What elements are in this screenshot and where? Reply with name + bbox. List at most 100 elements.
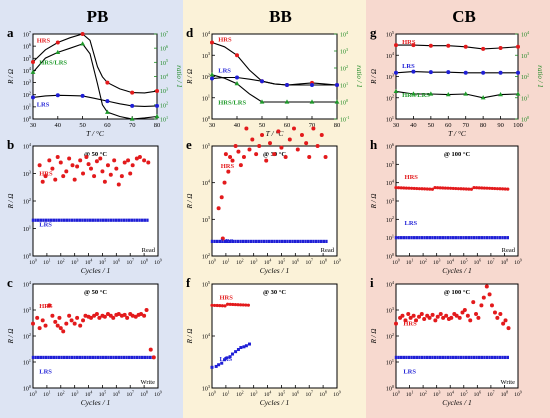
hrs-point: [287, 137, 292, 142]
lrs-point: [441, 236, 444, 240]
lrs-point: [70, 355, 74, 360]
lrs-point: [44, 218, 48, 222]
x-tick-label: 106: [474, 259, 482, 266]
hrs-point: [487, 292, 492, 297]
hrs-point: [467, 187, 471, 191]
data-point: [284, 99, 290, 104]
lrs-point: [133, 218, 136, 222]
y-axis-label: R / Ω: [7, 194, 15, 210]
lrs-point: [89, 355, 92, 360]
lrs-point: [441, 355, 444, 360]
lrs-point: [488, 236, 491, 240]
x-tick-label: 30: [209, 122, 216, 129]
hrs-point: [456, 187, 460, 191]
x-axis-label: T / °C: [448, 129, 467, 138]
x-tick-label: 102: [57, 391, 65, 398]
hrs-point: [226, 169, 231, 174]
lrs-point: [273, 239, 276, 244]
hrs-point: [116, 312, 121, 317]
data-point: [445, 92, 451, 97]
lrs-point: [281, 239, 284, 244]
data-point: [210, 76, 214, 81]
hrs-point: [236, 149, 241, 154]
panel-letter: a: [7, 25, 14, 40]
data-point: [428, 43, 433, 48]
lrs-point: [397, 236, 400, 240]
lrs-point: [89, 218, 92, 222]
y-axis-label: R / Ω: [186, 329, 194, 345]
series-line-hrs-lrs: [395, 90, 519, 99]
lrs-point: [278, 239, 281, 244]
hrs-point: [506, 187, 510, 191]
hrs-point: [223, 304, 227, 308]
hrs-point: [412, 186, 416, 191]
hrs-point: [31, 321, 35, 326]
lrs-point: [63, 355, 66, 360]
lrs-point: [65, 218, 68, 222]
y-tick-label: 105: [23, 54, 31, 63]
x-tick-label: 107: [306, 391, 314, 398]
lrs-point: [252, 239, 255, 244]
hrs-point: [220, 304, 224, 308]
hrs-point: [89, 166, 94, 171]
hrs-point: [468, 318, 473, 323]
hrs-point: [449, 186, 453, 190]
lrs-point: [91, 355, 94, 360]
lrs-point: [457, 236, 460, 240]
lrs-point: [493, 355, 496, 360]
series-label-lrs: LRS: [39, 221, 52, 228]
x-tick-label: 100: [392, 259, 400, 266]
panel-a: a 100 101 102 103 104 105 106 107 R / Ω 30 40 50 60 70…: [7, 25, 183, 138]
data-point: [394, 70, 398, 75]
data-point: [394, 43, 398, 48]
data-point: [210, 40, 214, 45]
lrs-point: [462, 236, 465, 240]
hrs-point: [37, 326, 42, 331]
hrs-point: [472, 185, 476, 190]
lrs-point: [218, 239, 221, 244]
lrs-point: [465, 236, 468, 240]
lrs-point: [138, 218, 141, 222]
x-tick-label: 104: [85, 259, 93, 266]
data-point: [428, 70, 433, 75]
lrs-point: [320, 239, 323, 244]
data-point: [105, 99, 110, 104]
x-tick-label: 60: [284, 122, 291, 129]
data-point: [498, 45, 503, 50]
lrs-point: [55, 355, 58, 360]
x-tick-label: 104: [264, 391, 272, 398]
series-line-lrs: [32, 94, 158, 107]
x-tick-label: 104: [85, 391, 93, 398]
panel-letter: h: [370, 137, 378, 152]
x-tick-label: 50: [79, 122, 86, 129]
lrs-point: [239, 346, 243, 350]
hrs-point: [419, 312, 424, 317]
y2-tick-label: 103: [160, 86, 168, 95]
hrs-point: [430, 312, 435, 317]
data-point: [516, 70, 520, 75]
series-line-hrs: [396, 44, 519, 50]
hrs-point: [55, 323, 60, 328]
hrs-point: [58, 160, 63, 165]
hrs-point: [268, 141, 273, 146]
x-tick-label: 105: [278, 259, 286, 266]
lrs-point: [76, 218, 79, 222]
hrs-point: [420, 187, 424, 191]
series-label-hrs: HRS: [220, 295, 234, 302]
series-label-hrs-lrs: HRS/LRS: [402, 92, 430, 99]
hrs-point: [40, 318, 45, 323]
lrs-point: [37, 218, 40, 222]
hrs-point: [223, 152, 228, 157]
hrs-point: [142, 313, 147, 318]
data-point: [480, 95, 486, 100]
hrs-point: [506, 326, 511, 331]
lrs-point: [420, 236, 424, 240]
lrs-point: [444, 236, 447, 240]
hrs-point: [304, 141, 309, 146]
hrs-point: [441, 315, 446, 320]
y-axis-label: R / Ω: [186, 194, 194, 210]
lrs-point: [268, 239, 271, 244]
hrs-point: [75, 164, 80, 169]
lrs-point: [462, 355, 465, 360]
lrs-point: [454, 236, 457, 240]
